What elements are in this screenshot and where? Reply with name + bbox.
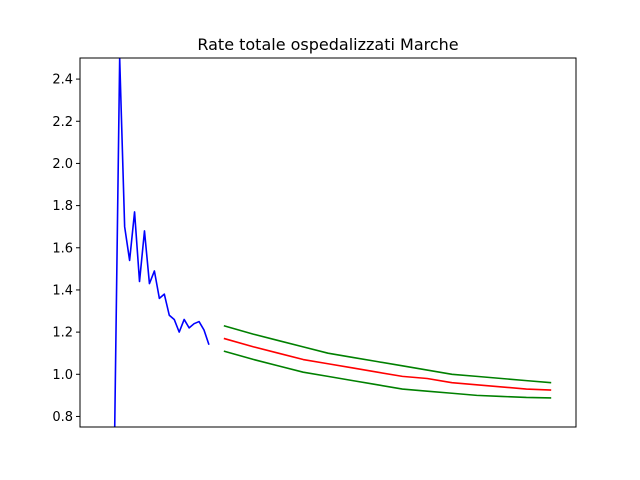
y-tick-label: 2.0 (52, 157, 73, 172)
y-tick-label: 2.2 (52, 115, 73, 130)
plot-frame (79, 57, 577, 428)
plot-area (113, 58, 552, 427)
chart-title: Rate totale ospedalizzati Marche (197, 35, 458, 54)
y-tick-label: 1.8 (52, 199, 73, 214)
y-tick-label: 0.8 (52, 410, 73, 425)
series-line-1 (223, 337, 552, 391)
y-tick-label: 1.2 (52, 326, 73, 341)
y-tick-label: 1.4 (52, 283, 73, 298)
y-tick-label: 1.0 (52, 368, 73, 383)
series-line-0 (113, 58, 210, 427)
y-tick-label: 2.4 (52, 73, 73, 88)
y-axis: 0.8 1.0 1.2 1.4 1.6 1.8 2.0 2.2 2.4 (52, 73, 80, 425)
series-line-2 (223, 325, 552, 384)
y-tick-label: 1.6 (52, 241, 73, 256)
series-line-3 (223, 350, 552, 399)
